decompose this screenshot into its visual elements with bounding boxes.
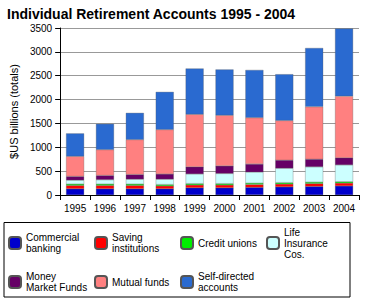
svg-text:1995: 1995 (64, 203, 87, 214)
svg-text:1000: 1000 (30, 142, 53, 153)
svg-text:2000: 2000 (213, 203, 236, 214)
svg-text:accounts: accounts (198, 282, 238, 293)
svg-text:2500: 2500 (30, 70, 53, 81)
svg-text:Credit unions: Credit unions (198, 238, 257, 249)
svg-text:3000: 3000 (30, 46, 53, 57)
svg-text:1998: 1998 (154, 203, 177, 214)
svg-text:Commercial: Commercial (26, 232, 82, 243)
svg-text:banking: banking (26, 243, 61, 254)
svg-text:Cos.: Cos. (284, 249, 305, 260)
svg-text:Insurance: Insurance (284, 238, 331, 249)
svg-text:Life: Life (284, 227, 303, 238)
svg-text:2000: 2000 (30, 94, 53, 105)
svg-text:1500: 1500 (30, 118, 53, 129)
svg-text:1996: 1996 (94, 203, 117, 214)
svg-text:Self-directed: Self-directed (198, 271, 257, 282)
svg-text:2002: 2002 (273, 203, 296, 214)
svg-text:2003: 2003 (303, 203, 326, 214)
svg-text:500: 500 (35, 166, 52, 177)
svg-text:Money: Money (26, 271, 59, 282)
svg-text:Saving: Saving (112, 232, 145, 243)
svg-text:Market Funds: Market Funds (26, 282, 87, 293)
svg-text:institutions: institutions (112, 243, 159, 254)
svg-text:0: 0 (47, 190, 53, 201)
svg-text:1997: 1997 (124, 203, 147, 214)
svg-text:Mutual funds: Mutual funds (112, 277, 169, 288)
svg-text:3500: 3500 (30, 23, 53, 34)
svg-text:2001: 2001 (243, 203, 266, 214)
svg-text:2004: 2004 (333, 203, 356, 214)
svg-text:1999: 1999 (184, 203, 207, 214)
svg-text:$US billions (totals): $US billions (totals) (8, 64, 20, 159)
svg-text:Individual Retirement Accounts: Individual Retirement Accounts 1995 - 20… (7, 6, 295, 22)
